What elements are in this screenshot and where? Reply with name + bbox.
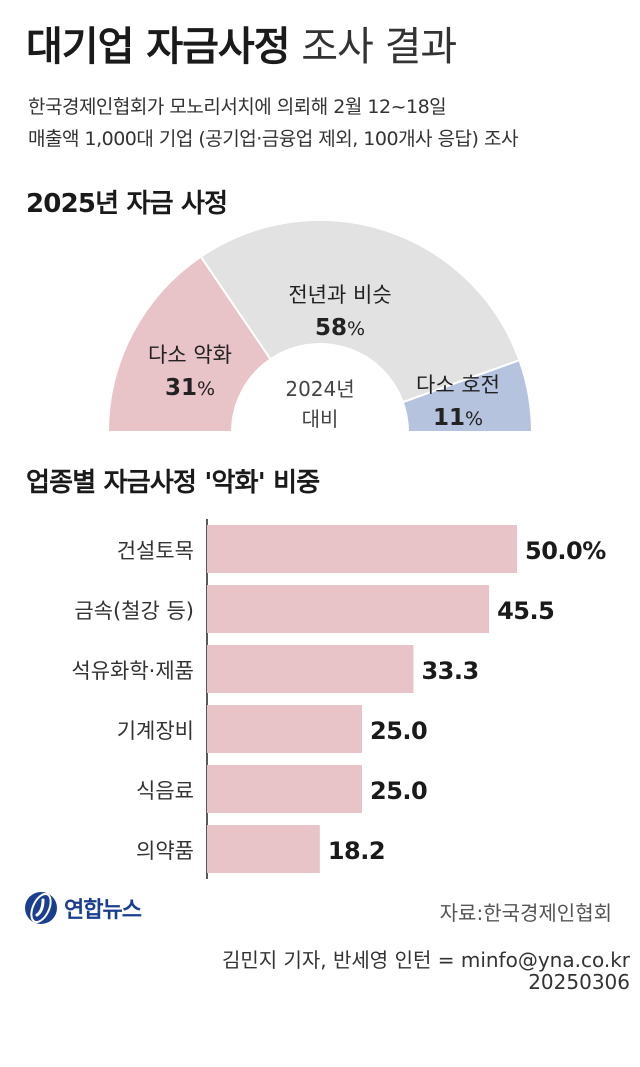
gauge-label-1: 전년과 비슷 <box>288 283 391 307</box>
gauge-center-label-2: 대비 <box>302 407 339 431</box>
bar-0 <box>207 525 517 573</box>
bar-category-label-0: 건설토목 <box>117 539 194 563</box>
bar-value-label-5: 18.2 <box>328 837 385 865</box>
bar-category-label-2: 석유화학·제품 <box>71 659 194 683</box>
bar-2 <box>207 645 414 693</box>
credit-line: 김민지 기자, 반세영 인턴 = minfo@yna.co.kr <box>221 948 630 972</box>
bar-value-label-2: 33.3 <box>421 657 478 685</box>
bar-category-label-4: 식음료 <box>136 779 194 803</box>
bar-1 <box>207 585 490 633</box>
yonhap-logo: 연합뉴스 <box>24 888 142 928</box>
bar-chart-heading: 업종별 자금사정 '악화' 비중 <box>26 468 320 498</box>
bar-3 <box>207 705 362 753</box>
gauge-label-0: 다소 악화 <box>148 343 232 367</box>
subtitle-line-1: 한국경제인협회가 모노리서치에 의뢰해 2월 12~18일 <box>28 96 447 118</box>
bar-5 <box>207 825 320 873</box>
yonhap-logo-icon <box>25 892 57 924</box>
gauge-label-2: 다소 호전 <box>416 373 500 397</box>
logo-text: 연합뉴스 <box>64 898 142 923</box>
bar-category-label-5: 의약품 <box>136 839 194 863</box>
gauge-segment-2 <box>401 358 534 433</box>
title-sub: 조사 결과 <box>301 24 457 70</box>
gauge-segment-1 <box>199 220 521 404</box>
bar-category-label-3: 기계장비 <box>117 719 194 743</box>
bar-value-label-3: 25.0 <box>370 717 427 745</box>
gauge-value-1: 58% <box>315 315 365 341</box>
subtitle-line-2: 매출액 1,000대 기업 (공기업·금융업 제외, 100개사 응답) 조사 <box>28 128 518 150</box>
bar-value-label-1: 45.5 <box>497 597 554 625</box>
bar-chart: 건설토목 50.0% 금속(철강 등) 45.5 석유화학·제품 33.3 기계장비 25.0… <box>71 519 607 879</box>
date-stamp: 20250306 <box>528 970 630 994</box>
bar-value-label-0: 50.0% <box>525 537 606 565</box>
gauge-center-label-1: 2024년 <box>285 377 354 401</box>
gauge-heading: 2025년 자금 사정 <box>26 189 228 219</box>
source-note: 자료:한국경제인협회 <box>439 901 612 925</box>
gauge-value-2: 11% <box>433 405 483 431</box>
title-main: 대기업 자금사정 <box>26 24 291 70</box>
bar-4 <box>207 765 362 813</box>
page-title: 대기업 자금사정 조사 결과 <box>26 14 457 72</box>
bar-category-label-1: 금속(철강 등) <box>74 599 194 623</box>
bar-value-label-4: 25.0 <box>370 777 427 805</box>
gauge-value-0: 31% <box>165 375 215 401</box>
